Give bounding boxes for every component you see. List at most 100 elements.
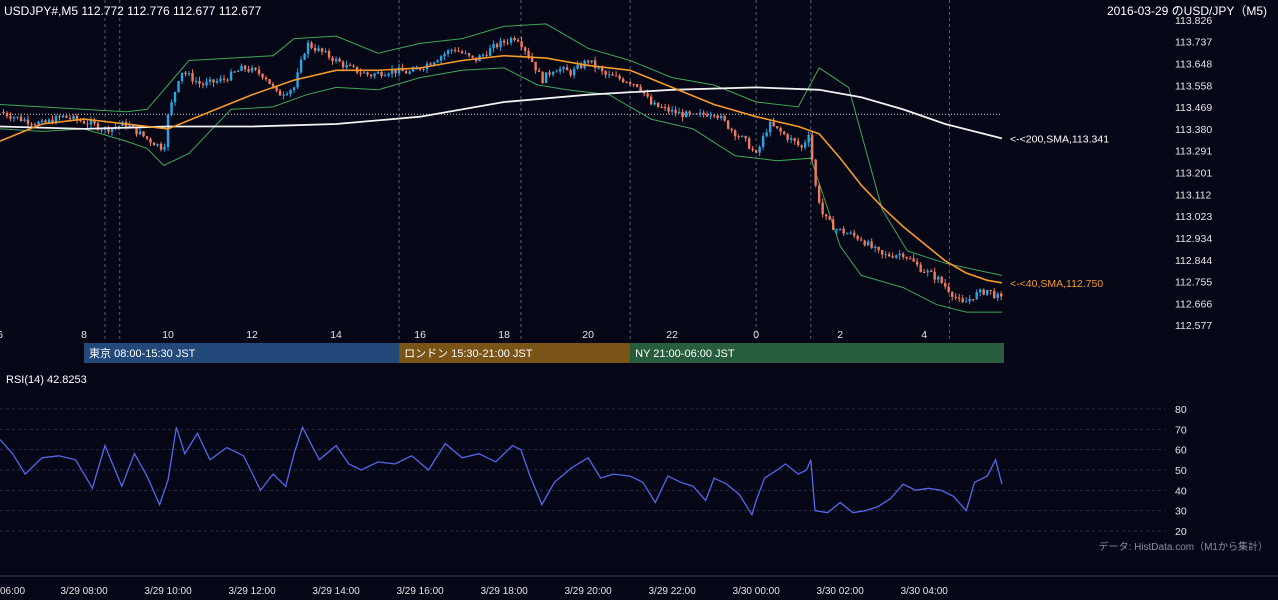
candle-body bbox=[93, 120, 96, 124]
candle-body bbox=[341, 61, 345, 68]
candle-body bbox=[383, 75, 387, 77]
hour-tick-label: 6 bbox=[0, 329, 3, 341]
candle-body bbox=[247, 69, 250, 72]
candle-body bbox=[635, 84, 639, 87]
candle-body bbox=[58, 116, 61, 118]
candle-body bbox=[870, 241, 873, 248]
candle-body bbox=[765, 132, 768, 137]
candle-body bbox=[254, 67, 257, 70]
session-label: ロンドン 15:30-21:00 JST bbox=[404, 348, 533, 360]
candle-body bbox=[915, 261, 919, 265]
candle-body bbox=[572, 68, 576, 76]
candle-body bbox=[775, 126, 779, 129]
candle-body bbox=[590, 60, 593, 63]
candle-body bbox=[828, 216, 831, 220]
candle-body bbox=[264, 77, 268, 80]
candle-body bbox=[138, 131, 142, 135]
session-label: NY 21:00-06:00 JST bbox=[635, 348, 735, 360]
candle-body bbox=[768, 121, 772, 133]
candle-body bbox=[821, 202, 824, 215]
candle-body bbox=[653, 102, 656, 105]
rsi-tick-label: 30 bbox=[1175, 506, 1187, 518]
candle-body bbox=[989, 290, 992, 292]
candle-body bbox=[614, 75, 618, 77]
candle-body bbox=[975, 292, 978, 300]
candle-body bbox=[992, 290, 996, 299]
candle-body bbox=[646, 93, 649, 97]
candle-body bbox=[649, 96, 653, 105]
candle-body bbox=[523, 47, 527, 51]
candle-body bbox=[159, 143, 163, 150]
candle-body bbox=[411, 68, 415, 72]
candle-body bbox=[845, 233, 849, 235]
rsi-tick-label: 50 bbox=[1175, 465, 1187, 477]
price-tick-label: 113.469 bbox=[1175, 102, 1212, 114]
candle-body bbox=[201, 83, 205, 86]
candle-body bbox=[656, 102, 660, 108]
candle-body bbox=[716, 115, 719, 119]
candle-body bbox=[831, 219, 835, 230]
candle-body bbox=[250, 67, 254, 72]
candle-body bbox=[744, 135, 747, 139]
candle-body bbox=[726, 120, 730, 129]
candle-body bbox=[219, 78, 222, 81]
time-tick-label: 3/29 08:00 bbox=[60, 586, 108, 597]
candle-body bbox=[604, 71, 607, 75]
candle-body bbox=[982, 289, 985, 295]
candle-body bbox=[527, 50, 530, 57]
time-tick-label: 3/29 12:00 bbox=[228, 586, 276, 597]
candle-body bbox=[317, 48, 320, 51]
candle-body bbox=[569, 70, 572, 76]
candle-body bbox=[19, 116, 23, 122]
candle-body bbox=[719, 116, 723, 119]
candle-body bbox=[838, 228, 842, 230]
candle-body bbox=[212, 79, 215, 83]
candle-body bbox=[702, 112, 705, 115]
candle-body bbox=[331, 57, 334, 62]
candle-body bbox=[481, 54, 485, 56]
candle-body bbox=[961, 298, 964, 302]
session-bar bbox=[84, 343, 400, 363]
candle-body bbox=[779, 128, 782, 132]
price-tick-label: 112.844 bbox=[1175, 255, 1212, 267]
candle-body bbox=[922, 271, 926, 273]
candle-body bbox=[789, 138, 793, 140]
candle-body bbox=[285, 93, 289, 95]
candle-body bbox=[957, 297, 961, 299]
hour-axis: 6 8 10 12 14 16 18 20 22 0 2 4 bbox=[0, 329, 927, 341]
candle-body bbox=[537, 70, 541, 72]
price-tick-label: 112.577 bbox=[1175, 320, 1212, 332]
candle-body bbox=[660, 107, 663, 109]
candle-body bbox=[684, 111, 688, 118]
candle-body bbox=[450, 49, 453, 51]
candle-body bbox=[597, 67, 600, 69]
candle-body bbox=[859, 239, 863, 241]
candle-body bbox=[68, 117, 72, 119]
candle-body bbox=[681, 111, 684, 118]
hour-tick-label: 16 bbox=[414, 329, 426, 341]
candle-body bbox=[208, 79, 212, 82]
candle-body bbox=[23, 119, 26, 122]
candle-body bbox=[677, 111, 681, 114]
candle-body bbox=[292, 87, 296, 91]
chart-title: 2016-03-29 のUSD/JPY（M5) bbox=[1107, 4, 1267, 18]
candle-body bbox=[5, 113, 9, 117]
hour-tick-label: 14 bbox=[330, 329, 342, 341]
candle-body bbox=[516, 40, 520, 42]
time-tick-label: 3/29 22:00 bbox=[649, 586, 697, 597]
candle-body bbox=[142, 131, 145, 137]
candle-body bbox=[978, 289, 982, 293]
hour-tick-label: 12 bbox=[246, 329, 258, 341]
candle-body bbox=[625, 81, 628, 83]
candle-body bbox=[117, 125, 121, 127]
candle-body bbox=[310, 42, 313, 48]
time-tick-label: 3/29 20:00 bbox=[564, 586, 612, 597]
candle-body bbox=[803, 142, 807, 148]
candle-body bbox=[940, 276, 943, 283]
candle-body bbox=[740, 135, 744, 137]
candle-body bbox=[275, 86, 278, 91]
candle-body bbox=[880, 250, 884, 255]
candle-body bbox=[37, 121, 40, 125]
candle-body bbox=[96, 123, 100, 130]
candle-body bbox=[551, 72, 555, 75]
